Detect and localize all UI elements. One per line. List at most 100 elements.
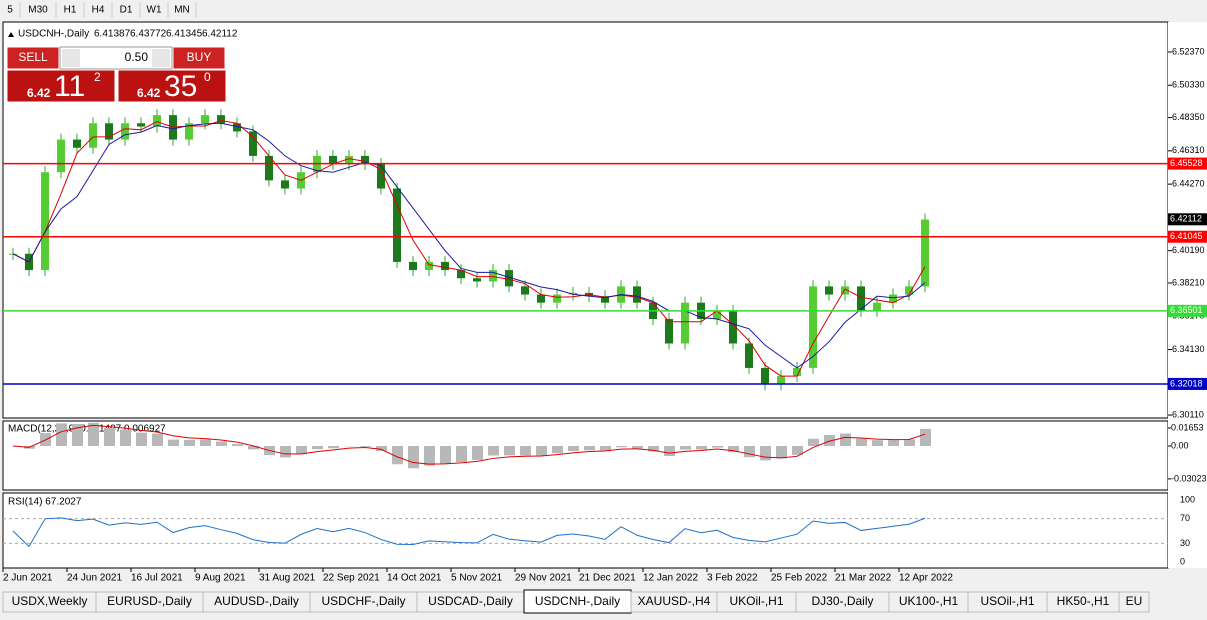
tab-label: USDCHF-,Daily	[322, 594, 406, 608]
date-label: 29 Nov 2021	[515, 573, 572, 584]
candle	[201, 115, 209, 123]
symbol-label: USDCNH-,Daily	[18, 29, 89, 40]
date-label: 5 Nov 2021	[451, 573, 503, 584]
candle	[489, 270, 497, 281]
macd-bar	[920, 429, 931, 446]
macd-bar	[760, 446, 771, 460]
rsi-label: RSI(14) 67.2027	[8, 497, 82, 508]
current-price-label: 6.42112	[1170, 214, 1202, 224]
candle	[425, 262, 433, 270]
price-tick-label: 6.44270	[1172, 178, 1205, 188]
tab-label: UK100-,H1	[899, 594, 959, 608]
candle	[217, 115, 225, 123]
macd-bar	[136, 433, 147, 446]
macd-tick-label: 0.00	[1171, 440, 1189, 450]
candle	[777, 376, 785, 384]
candle	[537, 295, 545, 303]
rsi-tick-label: 30	[1180, 538, 1190, 548]
timeframe-button[interactable]: MN	[174, 5, 190, 16]
tab-label: DJ30-,Daily	[811, 594, 873, 608]
macd-bar	[456, 446, 467, 462]
price-tick-label: 6.48350	[1172, 112, 1205, 122]
candle	[873, 303, 881, 311]
date-label: 9 Aug 2021	[195, 573, 246, 584]
macd-bar	[904, 439, 915, 446]
timeframe-button[interactable]: D1	[120, 5, 133, 16]
macd-bar	[664, 446, 675, 456]
date-label: 21 Dec 2021	[579, 573, 636, 584]
lot-value: 0.50	[125, 50, 149, 64]
buy-label: BUY	[187, 50, 212, 64]
candle	[553, 295, 561, 303]
ohlc-value: 6.43772	[130, 29, 167, 40]
candle	[41, 172, 49, 270]
timeframe-button[interactable]: 5	[7, 5, 13, 16]
macd-bar	[328, 446, 339, 448]
macd-bar	[520, 446, 531, 456]
macd-bar	[536, 446, 547, 456]
timeframe-button[interactable]: H1	[64, 5, 77, 16]
candle	[121, 123, 129, 139]
date-label: 12 Jan 2022	[643, 573, 698, 584]
candle	[921, 220, 929, 287]
timeframe-button[interactable]: M30	[28, 5, 48, 16]
macd-bar	[504, 446, 515, 455]
rsi-tick-label: 70	[1180, 513, 1190, 523]
timeframe-button[interactable]: W1	[147, 5, 162, 16]
date-label: 14 Oct 2021	[387, 573, 442, 584]
macd-bar	[632, 446, 643, 449]
timeframe-button[interactable]: H4	[92, 5, 105, 16]
lot-up[interactable]	[152, 49, 170, 67]
macd-bar	[840, 434, 851, 446]
rsi-panel	[3, 493, 1168, 568]
macd-tick-label: -0.03023	[1171, 473, 1207, 483]
rsi-tick-label: 100	[1180, 494, 1195, 504]
sell-price-big: 11	[54, 70, 85, 103]
tab-label: USOil-,H1	[980, 594, 1034, 608]
candle	[89, 123, 97, 147]
price-tick-label: 6.40190	[1172, 245, 1205, 255]
level-label: 6.36501	[1170, 305, 1203, 315]
date-label: 21 Mar 2022	[835, 573, 892, 584]
price-tick-label: 6.52370	[1172, 46, 1205, 56]
macd-bar	[408, 446, 419, 468]
macd-bar	[584, 446, 595, 450]
macd-bar	[168, 440, 179, 446]
macd-bar	[872, 440, 883, 446]
tab-label: USDCAD-,Daily	[428, 594, 513, 608]
price-tick-label: 6.50330	[1172, 80, 1205, 90]
candle	[281, 180, 289, 188]
tab-label: XAUUSD-,H4	[638, 594, 711, 608]
macd-bar	[600, 446, 611, 450]
candle	[633, 286, 641, 302]
macd-bar	[152, 434, 163, 446]
date-label: 24 Jun 2021	[67, 573, 122, 584]
macd-bar	[56, 423, 67, 446]
macd-bar	[440, 446, 451, 464]
macd-bar	[280, 446, 291, 457]
candle	[681, 303, 689, 344]
level-label: 6.32018	[1170, 378, 1203, 388]
macd-bar	[216, 441, 227, 446]
candle	[57, 140, 65, 173]
lot-down[interactable]	[62, 49, 80, 67]
candle	[473, 278, 481, 281]
macd-bar	[680, 446, 691, 450]
date-label: 16 Jul 2021	[131, 573, 183, 584]
tab-label: EURUSD-,Daily	[107, 594, 192, 608]
date-label: 25 Feb 2022	[771, 573, 828, 584]
tab-label: HK50-,H1	[1057, 594, 1110, 608]
candle	[73, 140, 81, 148]
macd-bar	[856, 439, 867, 446]
candle	[761, 368, 769, 384]
macd-bar	[712, 446, 723, 448]
buy-price-sup: 0	[204, 70, 211, 84]
macd-bar	[184, 440, 195, 446]
date-label: 2 Jun 2021	[3, 573, 53, 584]
price-axis	[1168, 22, 1207, 568]
macd-bar	[696, 446, 707, 450]
candle	[793, 368, 801, 376]
tab-label: AUDUSD-,Daily	[214, 594, 299, 608]
ohlc-value: 6.41387	[94, 29, 131, 40]
tab-label: USDX,Weekly	[12, 594, 88, 608]
